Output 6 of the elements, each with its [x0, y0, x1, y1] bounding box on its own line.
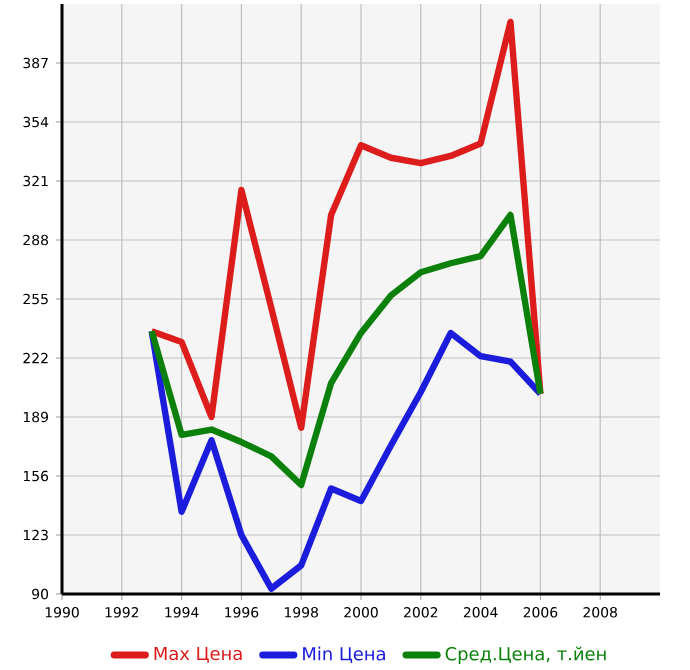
legend-label: Max Цена [154, 646, 242, 663]
line-series [148, 18, 544, 431]
legend-label: Min Цена [303, 646, 385, 664]
legend-label: Сред.Цена, т.йен [445, 646, 606, 664]
line-series [148, 327, 544, 592]
line-series [148, 211, 544, 489]
